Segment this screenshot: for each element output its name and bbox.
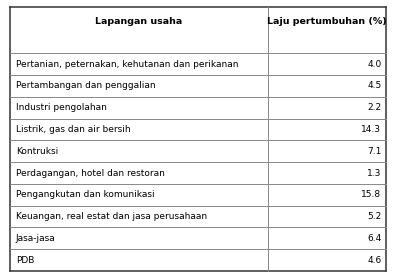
Text: Listrik, gas dan air bersih: Listrik, gas dan air bersih (16, 125, 130, 134)
Text: Pertanian, peternakan, kehutanan dan perikanan: Pertanian, peternakan, kehutanan dan per… (16, 59, 238, 69)
Text: 2.2: 2.2 (367, 103, 381, 112)
Text: 4.0: 4.0 (367, 59, 381, 69)
Text: Perdagangan, hotel dan restoran: Perdagangan, hotel dan restoran (16, 168, 165, 177)
Text: Keuangan, real estat dan jasa perusahaan: Keuangan, real estat dan jasa perusahaan (16, 212, 207, 221)
Text: Jasa-jasa: Jasa-jasa (16, 234, 55, 243)
Text: 15.8: 15.8 (361, 190, 381, 199)
Text: 4.5: 4.5 (367, 81, 381, 90)
Text: 4.6: 4.6 (367, 256, 381, 265)
Text: Laju pertumbuhan (%): Laju pertumbuhan (%) (267, 17, 387, 26)
Text: 14.3: 14.3 (361, 125, 381, 134)
Text: Industri pengolahan: Industri pengolahan (16, 103, 107, 112)
Text: Kontruksi: Kontruksi (16, 147, 58, 156)
Text: Pengangkutan dan komunikasi: Pengangkutan dan komunikasi (16, 190, 154, 199)
Text: Lapangan usaha: Lapangan usaha (95, 17, 183, 26)
Text: 7.1: 7.1 (367, 147, 381, 156)
Text: 5.2: 5.2 (367, 212, 381, 221)
Text: 1.3: 1.3 (367, 168, 381, 177)
Text: Pertambangan dan penggalian: Pertambangan dan penggalian (16, 81, 156, 90)
Text: PDB: PDB (16, 256, 34, 265)
Text: 6.4: 6.4 (367, 234, 381, 243)
